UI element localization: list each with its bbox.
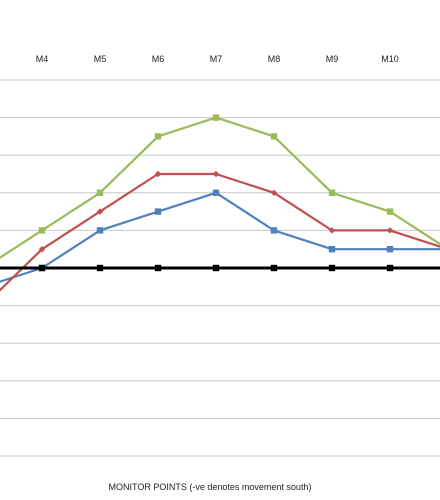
series-4-point <box>96 264 104 272</box>
series-1-point <box>386 246 394 253</box>
series-1-point <box>154 208 162 215</box>
x-tick-label: M9 <box>326 54 339 64</box>
x-tick-labels: M4 M5 M6 M7 M8 M9 M10 <box>36 54 399 64</box>
series-3-point <box>212 114 220 121</box>
series-4-point <box>212 264 220 272</box>
series-4-point <box>38 264 46 272</box>
series-1-point <box>96 227 104 234</box>
series-1-point <box>328 246 336 253</box>
x-tick-label: M6 <box>152 54 165 64</box>
series-2-point <box>328 227 336 234</box>
series-3-point <box>38 227 46 234</box>
series-2-point <box>212 170 220 178</box>
series-4-point <box>270 264 278 272</box>
gridlines <box>0 79 440 457</box>
x-tick-label: M10 <box>381 54 399 64</box>
series-2-point <box>96 208 104 215</box>
series-4-point <box>154 264 162 272</box>
series-2-point <box>154 170 162 178</box>
x-axis-title: MONITOR POINTS (-ve denotes movement sou… <box>109 482 312 492</box>
x-tick-label: M8 <box>268 54 281 64</box>
x-tick-label: M7 <box>210 54 223 64</box>
series-2-point <box>386 227 394 234</box>
series-4-point <box>328 264 336 272</box>
x-tick-label: M5 <box>94 54 107 64</box>
series-2-point <box>270 189 278 196</box>
series-3-point <box>386 208 394 215</box>
series-1-point <box>212 189 220 196</box>
series-3-point <box>154 133 162 140</box>
series-3-point <box>96 189 104 196</box>
series-1-point <box>270 227 278 234</box>
series-3-point <box>328 189 336 196</box>
series-markers <box>38 114 394 272</box>
series-4-point <box>386 264 394 272</box>
series-2-point <box>38 246 46 253</box>
x-tick-label: M4 <box>36 54 49 64</box>
series-lines <box>0 116 440 292</box>
series-3-point <box>270 133 278 140</box>
series-line-2 <box>0 172 440 292</box>
